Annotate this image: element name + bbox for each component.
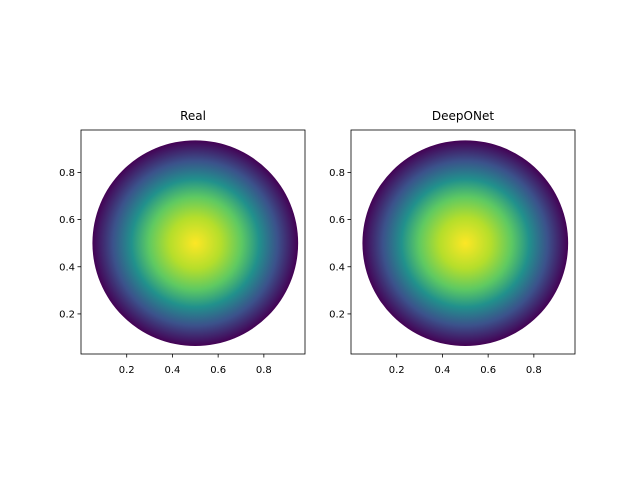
x-tick-label: 0.8 (526, 365, 542, 376)
panel-deeponet: DeepONet 0.2 0.4 0.6 0.8 0.2 0.4 0.6 0.8 (329, 109, 576, 376)
axes-frame (350, 129, 576, 355)
y-tick-label: 0.6 (329, 215, 345, 226)
y-tick-label: 0.4 (329, 262, 345, 273)
x-tick-label: 0.6 (210, 365, 226, 376)
y-tick-label: 0.4 (59, 262, 75, 273)
field-disk (362, 140, 569, 347)
panel-title: Real (180, 109, 206, 123)
y-tick-label: 0.6 (59, 215, 75, 226)
x-axis: 0.2 0.4 0.6 0.8 (389, 354, 542, 376)
y-tick-label: 0.2 (329, 309, 345, 320)
axes-frame (80, 129, 306, 355)
x-tick-label: 0.4 (164, 365, 180, 376)
x-tick-label: 0.4 (434, 365, 450, 376)
panel-title: DeepONet (432, 109, 494, 123)
y-tick-label: 0.8 (329, 168, 345, 179)
y-axis: 0.2 0.4 0.6 0.8 (329, 168, 351, 320)
panel-real: Real 0.2 0.4 0.6 0.8 0.2 0.4 0.6 0.8 (59, 109, 306, 376)
field-disk (92, 140, 299, 347)
x-tick-label: 0.6 (480, 365, 496, 376)
x-tick-label: 0.8 (256, 365, 272, 376)
x-tick-label: 0.2 (119, 365, 135, 376)
y-tick-label: 0.8 (59, 168, 75, 179)
y-axis: 0.2 0.4 0.6 0.8 (59, 168, 81, 320)
x-axis: 0.2 0.4 0.6 0.8 (119, 354, 272, 376)
x-tick-label: 0.2 (389, 365, 405, 376)
y-tick-label: 0.2 (59, 309, 75, 320)
